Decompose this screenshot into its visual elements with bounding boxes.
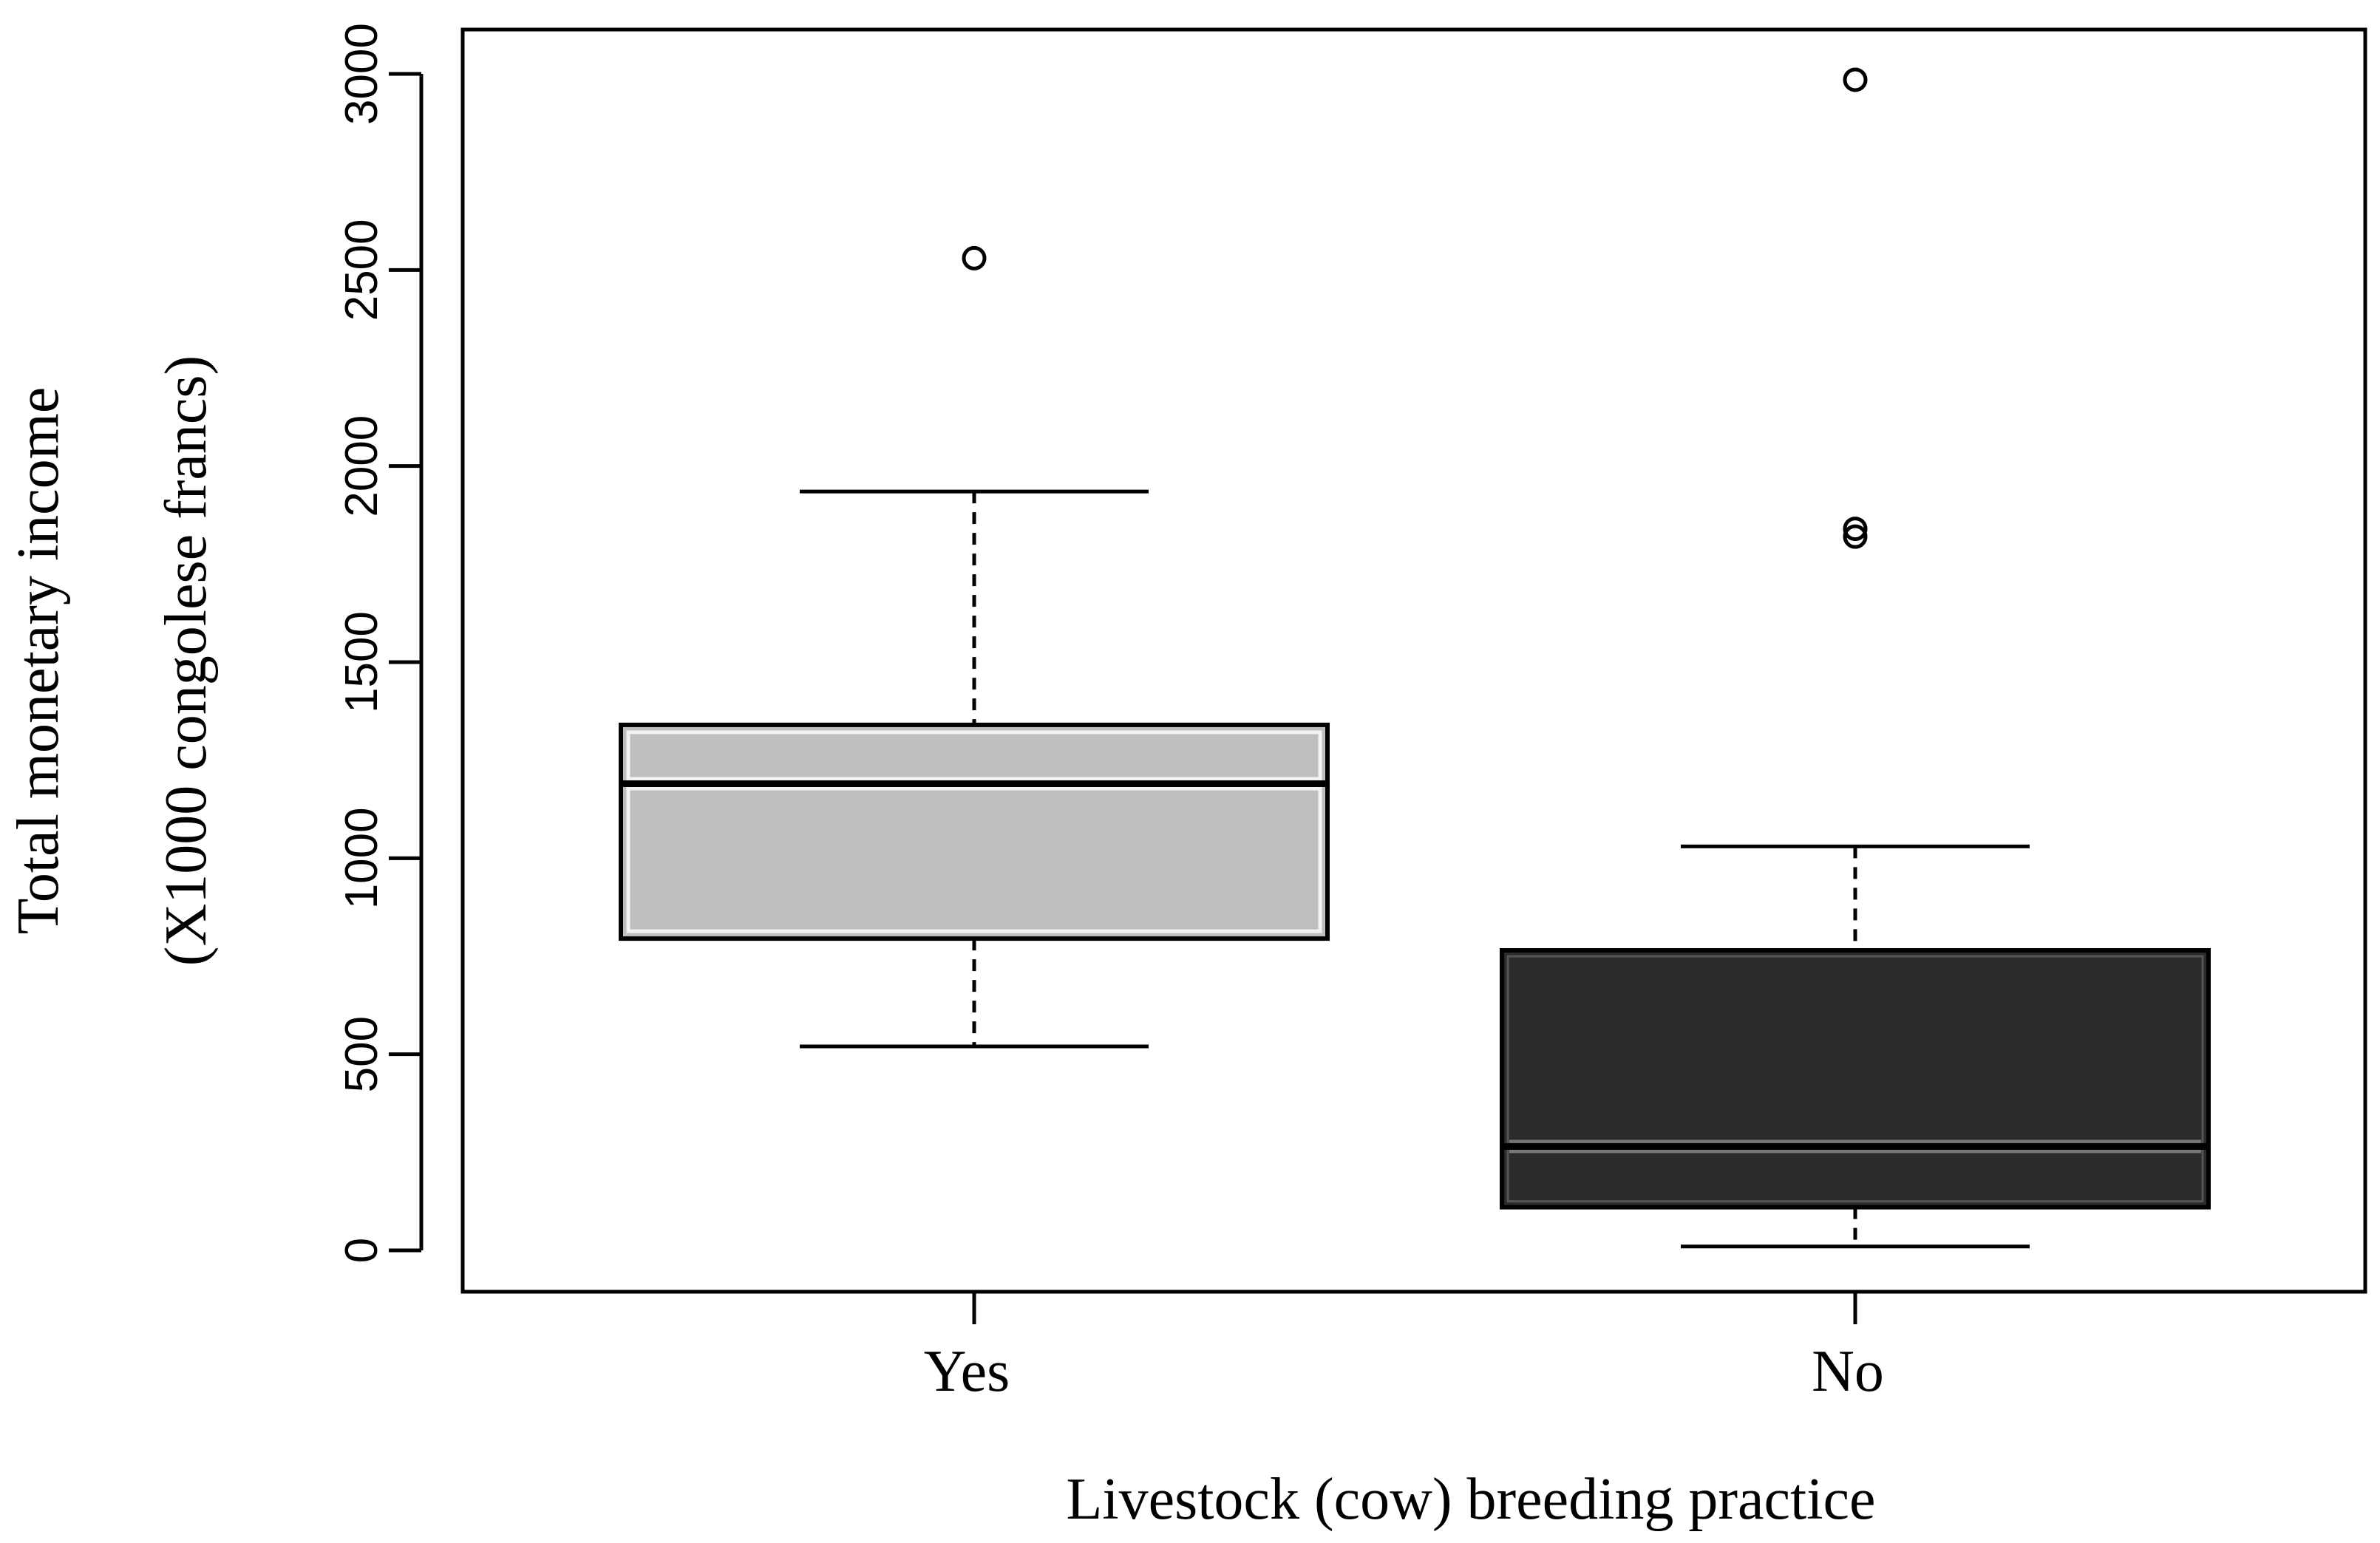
y-tick-label-group: 2500 (336, 219, 387, 321)
box-inner-border (1506, 955, 2204, 1203)
box-iqr (619, 722, 1330, 941)
outlier-point (1843, 67, 1868, 92)
y-tick-label-group: 1000 (336, 807, 387, 909)
x-axis: Yes No (924, 1292, 1884, 1404)
y-tick-label: 2000 (336, 415, 387, 517)
y-tick-label-group: 3000 (336, 23, 387, 125)
outlier-point (962, 245, 987, 270)
y-tick-label-group: 500 (336, 1016, 387, 1092)
outlier-point (1843, 517, 1868, 542)
y-tick-label-group: 2000 (336, 415, 387, 517)
y-tick-label: 2500 (336, 219, 387, 321)
y-axis-title-line1: Total monetary income (6, 387, 71, 935)
box-no (1500, 67, 2211, 1249)
y-tick-label-group: 0 (336, 1238, 387, 1263)
x-tick-label: No (1812, 1339, 1884, 1404)
y-tick-label: 500 (336, 1016, 387, 1092)
x-axis-title: Livestock (cow) breeding practice (1066, 1467, 1875, 1532)
y-tick-label: 3000 (336, 23, 387, 125)
y-tick-label: 1500 (336, 611, 387, 713)
box-inner-border (626, 730, 1322, 933)
outlier-point (1843, 524, 1868, 549)
y-axis: 0 500 1000 1500 2000 2500 3000 (336, 23, 424, 1263)
y-axis-title-line2: (X1000 congolese francs) (154, 355, 219, 966)
box-yes (619, 245, 1330, 1049)
x-tick-label: Yes (924, 1339, 1010, 1404)
plot-frame (460, 27, 2367, 1294)
y-tick-label: 0 (336, 1238, 387, 1263)
y-tick-label: 1000 (336, 807, 387, 909)
boxes-layer (619, 67, 2211, 1249)
y-tick-label-group: 1500 (336, 611, 387, 713)
box-iqr (1500, 948, 2211, 1210)
